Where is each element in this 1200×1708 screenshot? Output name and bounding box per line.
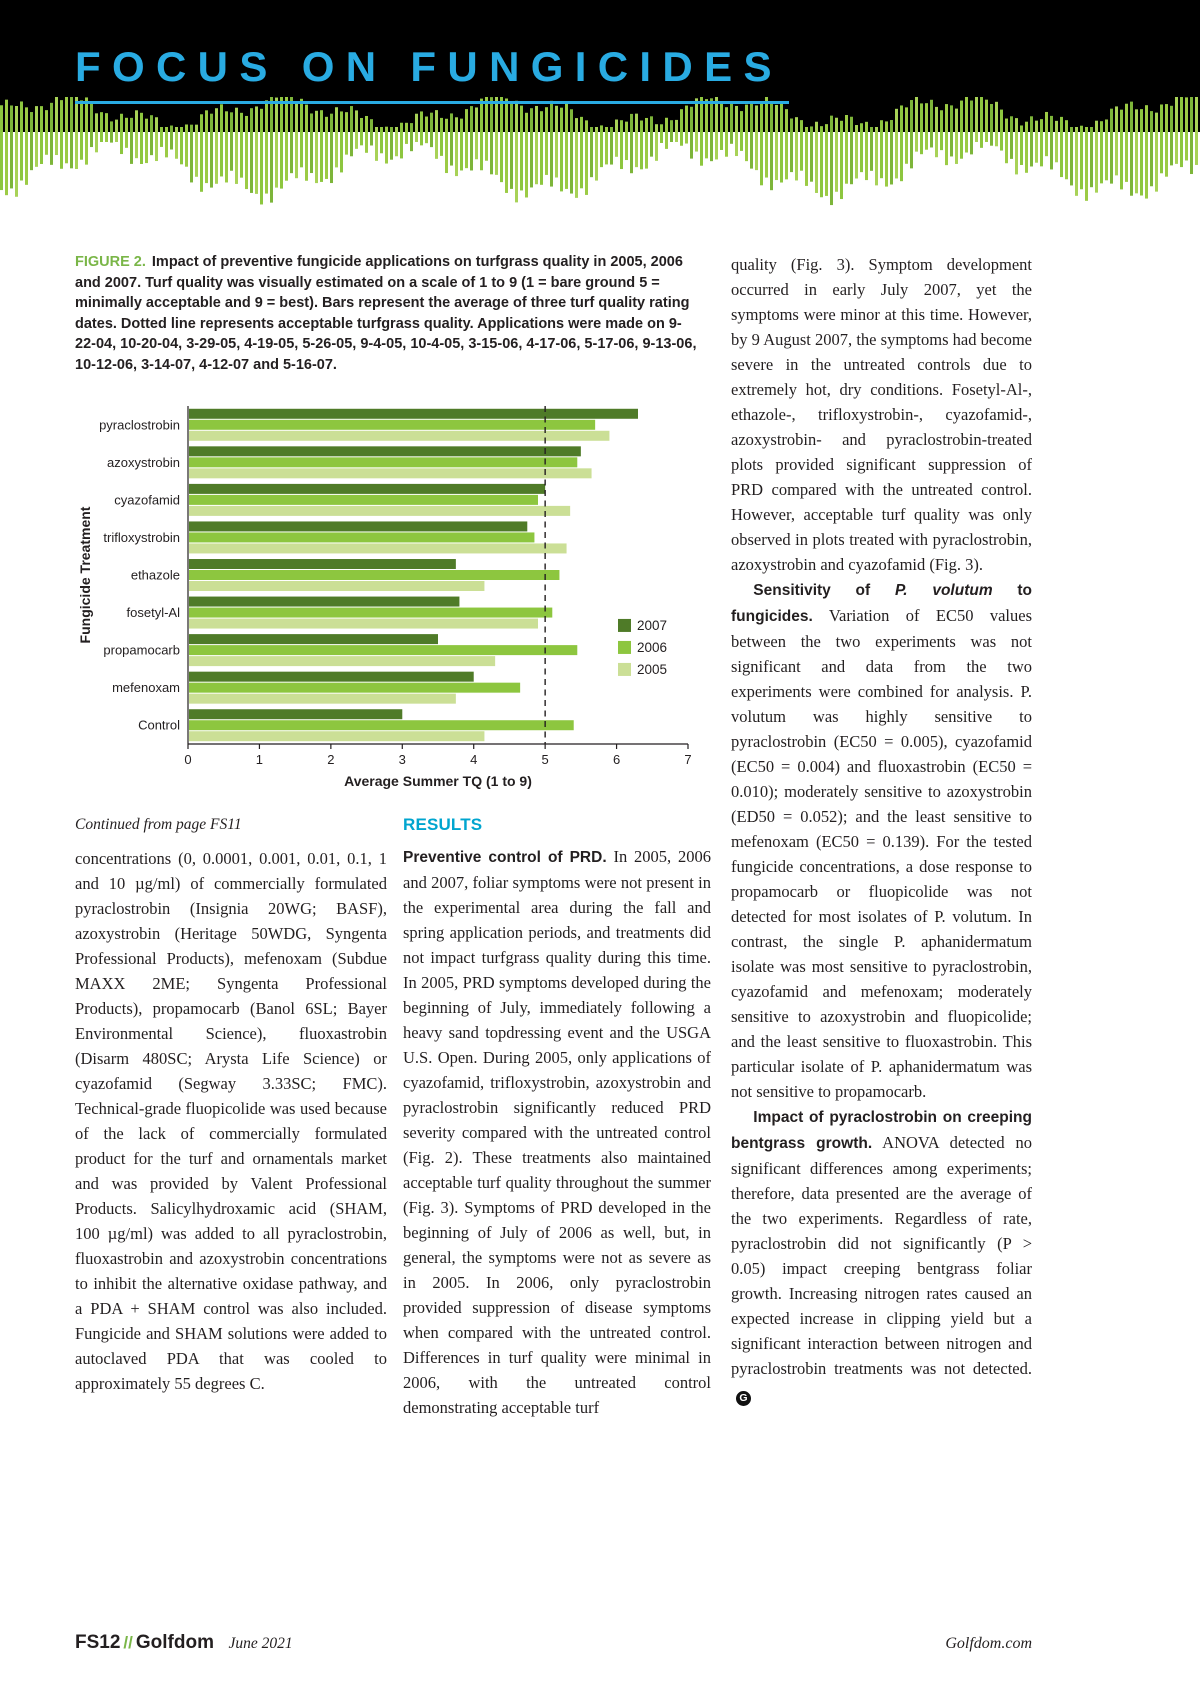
page-footer: FS12//Golfdom June 2021 Golfdom.com — [75, 1632, 1032, 1654]
column-middle: RESULTS Preventive control of PRD. In 20… — [403, 812, 711, 1420]
svg-text:2007: 2007 — [637, 618, 667, 633]
svg-text:Fungicide Treatment: Fungicide Treatment — [77, 506, 93, 643]
page-number: FS12 — [75, 1632, 121, 1653]
subhead-sensitivity: Sensitivity of P. volutum to fungicides. — [731, 582, 1032, 625]
subhead-impact: Impact of pyraclostrobin on creeping ben… — [731, 1109, 1032, 1152]
impact-text: ANOVA detected no significant difference… — [731, 1133, 1032, 1378]
footer-left: FS12//Golfdom June 2021 — [75, 1632, 293, 1654]
subhead-sensitivity-species: P. volutum — [894, 582, 993, 599]
svg-text:mefenoxam: mefenoxam — [112, 680, 180, 695]
methods-continuation-paragraph: concentrations (0, 0.0001, 0.001, 0.01, … — [75, 849, 387, 1393]
svg-text:2: 2 — [327, 752, 334, 767]
preventive-control-paragraph: Preventive control of PRD. In 2005, 2006… — [403, 844, 711, 1420]
sensitivity-text: Variation of EC50 values between the two… — [731, 606, 1032, 1101]
website-url: Golfdom.com — [945, 1635, 1032, 1652]
turf-quality-bar-chart: pyraclostrobin azoxystrobin cyazofamid trif… — [77, 406, 692, 789]
preventive-control-text: In 2005, 2006 and 2007, foliar symptoms … — [403, 847, 712, 1417]
svg-text:azoxystrobin: azoxystrobin — [107, 455, 180, 470]
svg-text:ethazole: ethazole — [131, 568, 180, 583]
svg-text:4: 4 — [470, 752, 477, 767]
svg-text:3: 3 — [399, 752, 406, 767]
subhead-sensitivity-post: to fungicides. — [731, 582, 1033, 625]
svg-text:1: 1 — [256, 752, 263, 767]
footer-separator: // — [123, 1633, 133, 1652]
figure-caption-text: Impact of preventive fungicide applicati… — [75, 254, 697, 373]
waveform-decoration — [0, 96, 1200, 206]
svg-text:propamocarb: propamocarb — [103, 643, 180, 658]
footer-right: Golfdom.com — [945, 1635, 1032, 1653]
golfdom-end-mark-icon: G — [736, 1391, 751, 1406]
svg-text:5: 5 — [542, 752, 549, 767]
svg-text:pyraclostrobin: pyraclostrobin — [99, 417, 180, 432]
results-heading: RESULTS — [403, 815, 483, 834]
svg-text:Control: Control — [138, 718, 180, 733]
page-title: FOCUS ON FUNGICIDES — [75, 46, 789, 104]
svg-text:fosetyl-Al: fosetyl-Al — [127, 605, 181, 620]
svg-text:7: 7 — [684, 752, 691, 767]
svg-text:0: 0 — [184, 752, 191, 767]
svg-text:trifloxystrobin: trifloxystrobin — [103, 530, 180, 545]
svg-text:2006: 2006 — [637, 640, 667, 655]
figure-label: FIGURE 2. — [75, 254, 146, 270]
svg-text:2005: 2005 — [637, 662, 667, 677]
issue-date: June 2021 — [228, 1635, 293, 1652]
figure-2-chart: pyraclostrobin azoxystrobin cyazofamid trif… — [75, 398, 705, 800]
svg-text:Average Summer TQ (1 to 9): Average Summer TQ (1 to 9) — [344, 773, 532, 789]
subhead-sensitivity-pre: Sensitivity of — [753, 582, 895, 599]
continued-from-note: Continued from page FS11 — [75, 816, 242, 833]
sensitivity-paragraph: Sensitivity of P. volutum to fungicides.… — [731, 577, 1032, 1104]
svg-text:cyazofamid: cyazofamid — [114, 492, 180, 507]
symptom-development-paragraph: quality (Fig. 3). Symptom development oc… — [731, 255, 1032, 574]
subhead-preventive-control: Preventive control of PRD. — [403, 849, 607, 866]
column-right: quality (Fig. 3). Symptom development oc… — [731, 252, 1032, 1406]
svg-text:6: 6 — [613, 752, 620, 767]
figure-2-block: FIGURE 2. Impact of preventive fungicide … — [75, 252, 697, 375]
figure-caption: FIGURE 2. Impact of preventive fungicide … — [75, 252, 697, 375]
column-left: Continued from page FS11 concentrations … — [75, 812, 387, 1396]
impact-paragraph: Impact of pyraclostrobin on creeping ben… — [731, 1104, 1032, 1406]
brand-name: Golfdom — [135, 1632, 214, 1653]
